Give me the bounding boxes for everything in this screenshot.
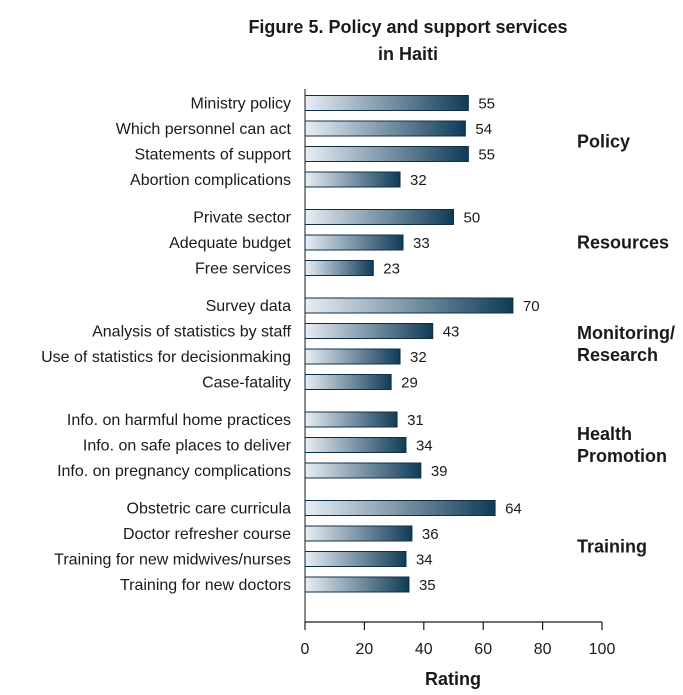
bar-info-on-safe-places-to-deliver <box>304 437 407 453</box>
group-label-1-line-0: Resources <box>577 233 669 253</box>
bar-training-for-new-doctors <box>304 576 410 593</box>
bar-obstetric-care-curricula <box>304 500 496 516</box>
x-tick-label-80: 80 <box>534 641 552 658</box>
bar-which-personnel-can-act <box>304 120 466 137</box>
value-label-use-of-statistics-for-decisionmaking: 32 <box>410 349 427 366</box>
category-label-case-fatality: Case-fatality <box>202 375 291 392</box>
group-label-4-line-0: Training <box>577 536 647 556</box>
value-label-info-on-harmful-home-practices: 31 <box>407 412 424 429</box>
value-label-free-services: 23 <box>383 261 400 278</box>
x-axis-title: Rating <box>425 669 481 689</box>
bar-abortion-complications <box>304 171 401 188</box>
category-label-info-on-safe-places-to-deliver: Info. on safe places to deliver <box>83 438 292 455</box>
value-label-training-for-new-midwives-nurses: 34 <box>416 552 433 569</box>
value-label-info-on-safe-places-to-deliver: 34 <box>416 438 433 455</box>
bar-case-fatality <box>304 374 392 390</box>
category-label-survey-data: Survey data <box>206 298 291 315</box>
category-label-analysis-of-statistics-by-staff: Analysis of statistics by staff <box>92 324 291 341</box>
value-label-private-sector: 50 <box>464 210 481 227</box>
bar-training-for-new-midwives-nurses <box>304 551 407 567</box>
x-tick-label-0: 0 <box>301 641 310 658</box>
x-tick-label-100: 100 <box>589 641 616 658</box>
group-label-0-line-0: Policy <box>577 131 630 151</box>
x-tick-label-40: 40 <box>415 641 433 658</box>
bar-use-of-statistics-for-decisionmaking <box>304 348 401 365</box>
category-label-training-for-new-midwives-nurses: Training for new midwives/nurses <box>54 552 291 569</box>
value-label-survey-data: 70 <box>523 298 540 315</box>
group-label-3-line-1: Promotion <box>577 446 667 466</box>
value-label-doctor-refresher-course: 36 <box>422 526 439 543</box>
group-label-3-line-0: Health <box>577 424 632 444</box>
category-label-free-services: Free services <box>195 261 291 278</box>
value-label-ministry-policy: 55 <box>478 96 495 113</box>
value-label-abortion-complications: 32 <box>410 172 427 189</box>
category-label-adequate-budget: Adequate budget <box>169 235 291 252</box>
chart-marks: Ministry policy 55 Which personnel can act… <box>41 89 675 658</box>
category-label-abortion-complications: Abortion complications <box>130 172 291 189</box>
bar-info-on-pregnancy-complications <box>304 462 422 479</box>
x-tick-label-60: 60 <box>474 641 492 658</box>
group-label-2-line-0: Monitoring/ <box>577 323 675 343</box>
category-label-statements-of-support: Statements of support <box>134 147 291 164</box>
value-label-statements-of-support: 55 <box>478 147 495 164</box>
value-label-obstetric-care-curricula: 64 <box>505 501 522 518</box>
value-label-info-on-pregnancy-complications: 39 <box>431 463 448 480</box>
value-label-adequate-budget: 33 <box>413 235 430 252</box>
value-label-case-fatality: 29 <box>401 375 418 392</box>
bar-analysis-of-statistics-by-staff <box>304 323 434 339</box>
category-label-use-of-statistics-for-decisionmaking: Use of statistics for decisionmaking <box>41 349 291 366</box>
value-label-which-personnel-can-act: 54 <box>475 121 492 138</box>
bar-info-on-harmful-home-practices <box>304 411 398 428</box>
bar-survey-data <box>304 297 514 314</box>
chart-title-line-2: in Haiti <box>378 44 438 64</box>
bar-doctor-refresher-course <box>304 525 413 542</box>
category-label-which-personnel-can-act: Which personnel can act <box>116 121 292 138</box>
category-label-private-sector: Private sector <box>193 210 291 227</box>
category-label-info-on-harmful-home-practices: Info. on harmful home practices <box>67 412 291 429</box>
value-label-analysis-of-statistics-by-staff: 43 <box>443 324 460 341</box>
category-label-training-for-new-doctors: Training for new doctors <box>120 577 291 594</box>
chart-title-line-1: Figure 5. Policy and support services <box>248 17 567 37</box>
bar-statements-of-support <box>304 146 469 162</box>
bar-ministry-policy <box>304 95 469 111</box>
category-label-doctor-refresher-course: Doctor refresher course <box>123 526 291 543</box>
bar-free-services <box>304 260 374 276</box>
value-label-training-for-new-doctors: 35 <box>419 577 436 594</box>
category-label-info-on-pregnancy-complications: Info. on pregnancy complications <box>57 463 291 480</box>
bar-private-sector <box>304 209 454 225</box>
category-label-ministry-policy: Ministry policy <box>191 96 291 113</box>
group-label-2-line-1: Research <box>577 345 658 365</box>
category-label-obstetric-care-curricula: Obstetric care curricula <box>127 501 292 518</box>
bar-adequate-budget <box>304 234 404 251</box>
x-tick-label-20: 20 <box>356 641 374 658</box>
